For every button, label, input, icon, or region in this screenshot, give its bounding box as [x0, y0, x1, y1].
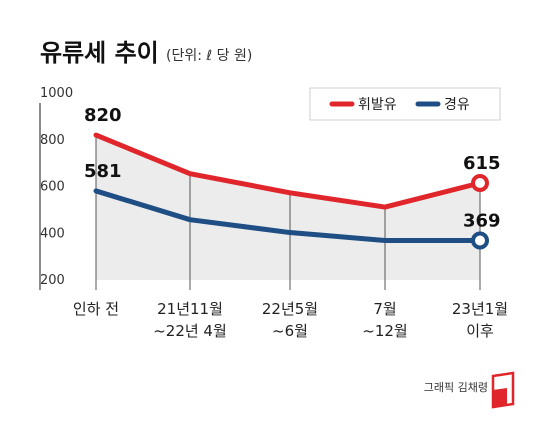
series-diesel-end-marker	[471, 231, 489, 250]
legend-label-diesel: 경유	[444, 97, 470, 113]
series-gasoline-line	[93, 132, 483, 210]
y-tick-label: 600	[40, 180, 65, 195]
x-tick-label: 21년11월	[157, 300, 223, 318]
x-tick-label: ~6월	[272, 322, 308, 340]
publisher-logo-icon	[491, 371, 515, 409]
y-tick-label: 800	[40, 133, 65, 148]
series-gasoline-end-marker	[471, 173, 489, 192]
x-tick-label: 23년1월	[452, 300, 508, 318]
x-tick-label: 7월	[373, 300, 396, 318]
x-tick-label: 이후	[466, 322, 494, 340]
chart-title: 유류세 추이	[40, 39, 159, 67]
x-tick-label: ~12월	[362, 322, 407, 340]
series-diesel-line	[93, 188, 483, 243]
data-label: 581	[84, 161, 122, 182]
y-tick-label: 200	[40, 273, 65, 288]
area-fill	[96, 135, 480, 280]
y-tick-label: 1000	[40, 86, 73, 101]
x-tick-label: 22년5월	[262, 300, 318, 318]
data-label: 820	[84, 105, 122, 126]
y-axis: 1000 800 600 400 200	[40, 86, 73, 288]
legend: 휘발유 경유	[309, 87, 501, 121]
data-label: 369	[463, 210, 501, 231]
y-tick-label: 400	[40, 226, 65, 241]
credit-text: 그래픽 김채령	[424, 381, 488, 394]
plot-area: 820 615 581 369	[84, 105, 501, 290]
legend-label-gasoline: 휘발유	[358, 97, 397, 113]
chart-subtitle: (단위: ℓ 당 원)	[166, 48, 252, 64]
x-tick-label: ~22년 4월	[153, 322, 227, 340]
data-label: 615	[463, 153, 501, 174]
x-tick-label: 인하 전	[73, 300, 119, 318]
